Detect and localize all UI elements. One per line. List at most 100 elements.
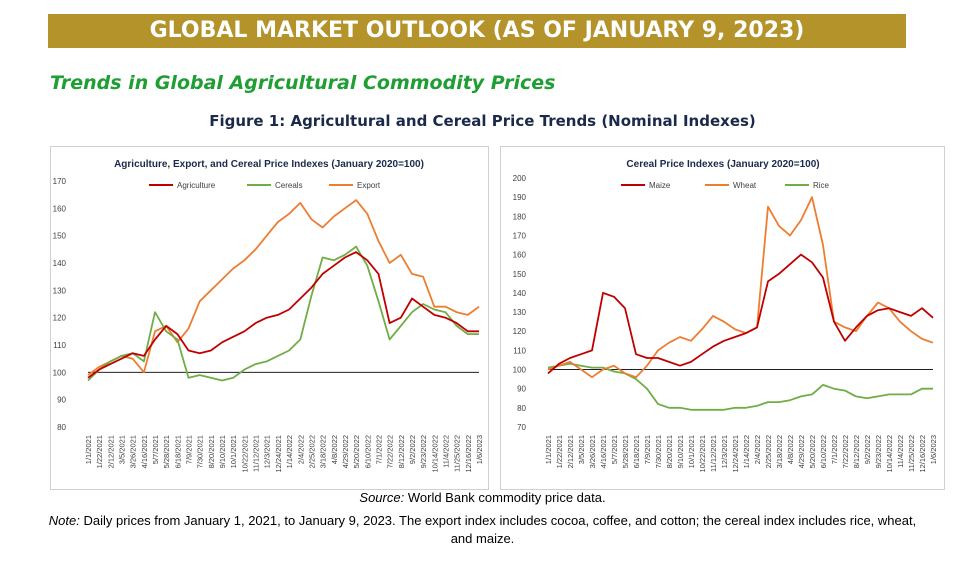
left-x-tick-label: 1/6/2023 (475, 435, 484, 464)
left-x-tick-label: 7/9/2021 (185, 435, 194, 464)
left-x-tick-label: 9/23/2022 (419, 435, 428, 468)
note-text: Daily prices from January 1, 2021, to Ja… (83, 513, 917, 546)
left-x-tick-label: 12/3/2021 (263, 435, 272, 468)
right-y-tick-label: 140 (513, 289, 527, 298)
left-x-tick-label: 10/1/2021 (229, 435, 238, 468)
left-legend-label-cereals: Cereals (275, 181, 303, 190)
right-x-tick-label: 9/23/2022 (874, 435, 883, 468)
agriculture-export-cereal-chart: Agriculture, Export, and Cereal Price In… (53, 159, 484, 473)
right-x-tick-label: 7/9/2021 (643, 435, 652, 464)
right-x-tick-label: 7/30/2021 (654, 435, 663, 468)
right-legend-label-maize: Maize (649, 181, 671, 190)
left-x-tick-label: 7/30/2021 (196, 435, 205, 468)
right-x-tick-label: 12/16/2022 (918, 435, 927, 473)
left-x-tick-label: 10/22/2021 (240, 435, 249, 473)
right-x-tick-label: 5/28/2021 (621, 435, 630, 468)
left-x-tick-label: 1/14/2022 (285, 435, 294, 468)
left-x-tick-label: 3/5/2021 (118, 435, 127, 464)
right-x-tick-label: 9/2/2022 (863, 435, 872, 464)
right-x-tick-label: 2/25/2022 (764, 435, 773, 468)
note-label: Note: (48, 513, 80, 528)
right-x-tick-label: 6/10/2022 (819, 435, 828, 468)
left-x-tick-label: 3/18/2022 (319, 435, 328, 468)
left-legend-label-agriculture: Agriculture (177, 181, 216, 190)
right-x-tick-label: 2/4/2022 (753, 435, 762, 464)
left-x-tick-label: 7/22/2022 (386, 435, 395, 468)
source-text: World Bank commodity price data. (407, 490, 606, 505)
left-x-tick-label: 9/2/2022 (408, 435, 417, 464)
left-x-tick-label: 6/10/2022 (363, 435, 372, 468)
right-y-tick-label: 160 (513, 251, 527, 260)
right-y-tick-label: 110 (513, 346, 526, 355)
right-x-tick-label: 1/22/2021 (555, 435, 564, 468)
right-y-tick-label: 180 (513, 212, 527, 221)
left-legend-label-export: Export (357, 181, 381, 190)
right-y-tick-label: 150 (513, 270, 527, 279)
source-line: Source: World Bank commodity price data. (0, 490, 965, 505)
right-x-tick-label: 5/7/2021 (610, 435, 619, 464)
left-y-tick-label: 150 (53, 232, 67, 241)
left-x-tick-label: 2/12/2021 (106, 435, 115, 468)
left-x-tick-label: 8/12/2022 (397, 435, 406, 468)
left-x-tick-label: 12/16/2022 (464, 435, 473, 473)
source-label: Source: (359, 490, 405, 505)
left-chart-title: Agriculture, Export, and Cereal Price In… (114, 159, 424, 170)
right-series-line-rice (547, 362, 933, 411)
right-x-tick-label: 11/25/2022 (907, 435, 916, 472)
left-x-tick-label: 3/26/2021 (129, 435, 138, 468)
right-x-tick-label: 11/12/2021 (709, 435, 718, 472)
left-y-tick-label: 100 (53, 368, 67, 377)
right-x-tick-label: 3/26/2021 (588, 435, 597, 468)
right-y-tick-label: 120 (513, 327, 527, 336)
right-legend-label-rice: Rice (813, 181, 830, 190)
right-x-tick-label: 7/22/2022 (841, 435, 850, 468)
left-x-tick-label: 4/8/2022 (330, 435, 339, 464)
left-x-tick-label: 2/4/2022 (296, 435, 305, 464)
left-x-tick-label: 7/1/2022 (374, 435, 383, 464)
right-y-tick-label: 130 (513, 308, 527, 317)
right-x-tick-label: 10/14/2022 (885, 435, 894, 473)
section-title: Trends in Global Agricultural Commodity … (50, 72, 556, 94)
left-series-line-export (87, 199, 480, 376)
left-x-tick-label: 5/7/2021 (151, 435, 160, 464)
left-x-tick-label: 4/16/2021 (140, 435, 149, 468)
left-x-tick-label: 6/18/2021 (173, 435, 182, 468)
cereal-chart-panel: Cereal Price Indexes (January 2020=100) 7… (500, 146, 945, 490)
left-y-tick-label: 110 (53, 341, 66, 350)
note-line: Note: Daily prices from January 1, 2021,… (40, 512, 925, 548)
left-y-tick-label: 120 (53, 314, 67, 323)
right-x-tick-label: 4/16/2021 (599, 435, 608, 468)
right-x-tick-label: 3/5/2021 (577, 435, 586, 464)
left-y-tick-label: 170 (53, 177, 67, 186)
left-y-tick-label: 80 (57, 423, 66, 432)
left-x-tick-label: 9/10/2021 (218, 435, 227, 468)
right-x-tick-label: 9/10/2021 (676, 435, 685, 468)
right-y-tick-label: 90 (517, 385, 526, 394)
figure-title: Figure 1: Agricultural and Cereal Price … (209, 112, 756, 130)
right-x-tick-label: 1/14/2022 (742, 435, 751, 468)
right-x-tick-label: 7/1/2022 (830, 435, 839, 464)
left-x-tick-label: 1/22/2021 (95, 435, 104, 468)
right-x-tick-label: 6/18/2021 (632, 435, 641, 468)
left-x-tick-label: 5/20/2022 (352, 435, 361, 468)
right-x-tick-label: 10/22/2021 (698, 435, 707, 473)
left-y-tick-label: 160 (53, 204, 67, 213)
right-y-tick-label: 100 (513, 366, 527, 375)
right-y-tick-label: 170 (513, 231, 527, 240)
right-y-tick-label: 70 (517, 423, 526, 432)
right-legend-label-wheat: Wheat (733, 181, 757, 190)
left-y-tick-label: 130 (53, 286, 67, 295)
right-x-tick-label: 4/29/2022 (797, 435, 806, 468)
left-x-tick-label: 5/28/2021 (162, 435, 171, 468)
left-x-tick-label: 1/1/2021 (84, 435, 93, 464)
left-x-tick-label: 10/14/2022 (430, 435, 439, 473)
right-x-tick-label: 4/8/2022 (786, 435, 795, 464)
right-x-tick-label: 5/20/2022 (808, 435, 817, 468)
right-chart-title: Cereal Price Indexes (January 2020=100) (626, 159, 819, 170)
left-y-tick-label: 90 (57, 396, 66, 405)
left-series-line-agriculture (87, 251, 479, 379)
right-x-tick-label: 12/24/2021 (731, 435, 740, 473)
right-x-tick-label: 8/20/2021 (665, 435, 674, 468)
left-x-tick-label: 12/24/2021 (274, 435, 283, 473)
right-y-tick-label: 200 (513, 174, 527, 183)
